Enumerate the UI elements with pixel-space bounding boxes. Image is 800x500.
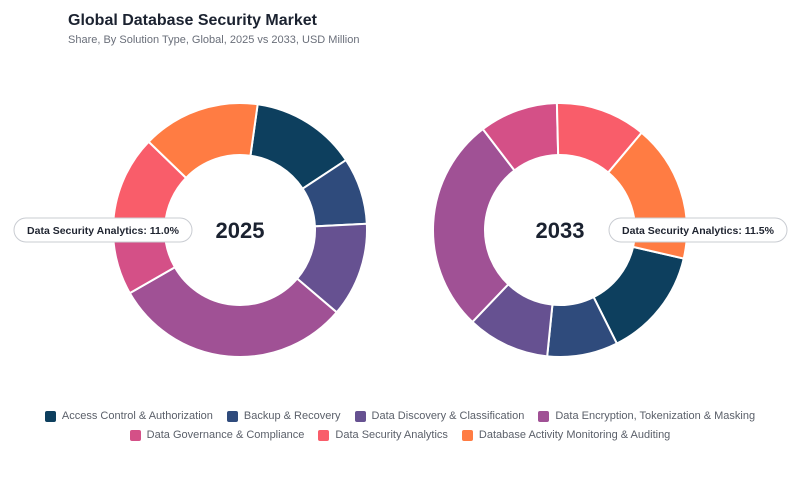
- legend-item-data-governance[interactable]: Data Governance & Compliance: [129, 429, 305, 441]
- legend-item-data-security-analytics[interactable]: Data Security Analytics: [318, 429, 448, 441]
- legend-label: Data Encryption, Tokenization & Masking: [555, 410, 756, 422]
- legend-swatch: [44, 410, 56, 422]
- legend-label: Database Activity Monitoring & Auditing: [478, 429, 671, 441]
- legend-swatch: [226, 410, 238, 422]
- donut-2025: 2025 Data Security Analytics: 11.0%: [13, 102, 368, 358]
- legend-swatch: [461, 429, 473, 441]
- legend-row-2: Data Governance & Compliance Data Securi…: [0, 429, 800, 441]
- donut-2033: 2033 Data Security Analytics: 11.5%: [432, 102, 788, 358]
- callout-text: Data Security Analytics: 11.0%: [27, 225, 180, 237]
- legend-swatch: [129, 429, 141, 441]
- callout-label: Data Security Analytics: 11.5%: [608, 217, 788, 243]
- legend-label: Backup & Recovery: [243, 410, 341, 422]
- donut-charts: 2025 Data Security Analytics: 11.0% 2033 Da…: [13, 102, 788, 358]
- legend-item-access-control[interactable]: Access Control & Authorization: [44, 410, 213, 422]
- legend-label: Data Governance & Compliance: [146, 429, 305, 441]
- callout-box: [13, 217, 193, 243]
- legend-item-data-discovery[interactable]: Data Discovery & Classification: [354, 410, 525, 422]
- legend-label: Data Security Analytics: [335, 429, 448, 441]
- donut-center-label: 2025: [216, 218, 265, 243]
- slice-database-activity-monitoring-auditing[interactable]: [147, 102, 259, 180]
- slice-data-encryption-tokenization-masking[interactable]: [432, 127, 516, 324]
- legend-swatch: [354, 410, 366, 422]
- legend-label: Access Control & Authorization: [61, 410, 213, 422]
- legend-item-backup-recovery[interactable]: Backup & Recovery: [226, 410, 341, 422]
- legend: Access Control & Authorization Backup & …: [0, 410, 800, 448]
- slice-data-encryption-tokenization-masking[interactable]: [128, 265, 339, 358]
- legend-item-data-encryption[interactable]: Data Encryption, Tokenization & Masking: [538, 410, 755, 422]
- legend-swatch: [318, 429, 330, 441]
- callout-label: Data Security Analytics: 11.0%: [13, 217, 193, 243]
- legend-item-database-activity-monitoring[interactable]: Database Activity Monitoring & Auditing: [461, 429, 671, 441]
- legend-label: Data Discovery & Classification: [371, 410, 525, 422]
- legend-swatch: [538, 410, 550, 422]
- callout-box: [608, 217, 788, 243]
- legend-row-1: Access Control & Authorization Backup & …: [0, 410, 800, 422]
- donut-center-label: 2033: [536, 218, 585, 243]
- chart-subtitle: Share, By Solution Type, Global, 2025 vs…: [68, 34, 360, 46]
- callout-text: Data Security Analytics: 11.5%: [622, 225, 775, 237]
- chart-title: Global Database Security Market: [68, 12, 317, 29]
